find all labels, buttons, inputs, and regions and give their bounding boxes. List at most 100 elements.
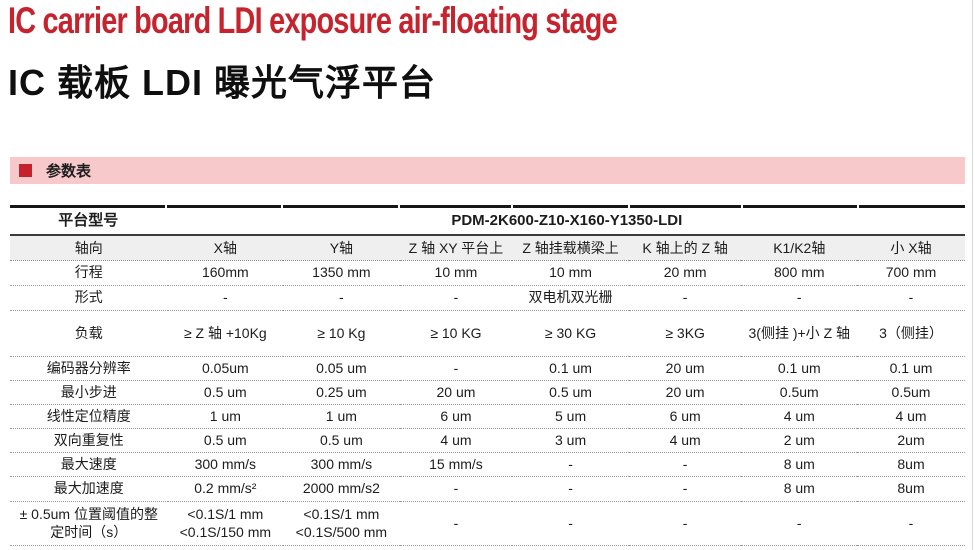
axis-header-cell: Z 轴 XY 平台上 [399,235,513,261]
table-row: 编码器分辨率 0.05um 0.05 um - 0.1 um 20 um 0.1… [10,356,965,381]
table-cell: 0.05 um [283,356,400,381]
table-cell: 3 um [512,428,629,453]
table-cell: 6 um [399,404,513,429]
axis-header-cell: K1/K2轴 [741,235,858,261]
table-cell: 0.5um [741,380,858,405]
border-segment [283,205,398,208]
table-cell: - [857,285,965,311]
table-cell: 0.25 um [283,380,400,405]
table-cell: 0.1 um [857,356,965,381]
table-row: 最大加速度 0.2 mm/s² 2000 mm/s2 - - - 8 um 8u… [10,476,965,502]
table-row: 线性定位精度 1 um 1 um 6 um 5 um 6 um 4 um 4 u… [10,404,965,429]
table-row: 最小步进 0.5 um 0.25 um 20 um 0.5 um 20 um 0… [10,380,965,405]
model-value: PDM-2K600-Z10-X160-Y1350-LDI [166,208,965,236]
table-cell: - [399,356,513,381]
table-cell: 0.1 um [741,356,858,381]
table-row: 负载 ≥ Z 轴 +10Kg ≥ 10 Kg ≥ 10 KG ≥ 30 KG ≥… [10,310,965,357]
spec-table-container: 平台型号 PDM-2K600-Z10-X160-Y1350-LDI 轴向 X轴 … [10,205,965,546]
table-cell: - [512,501,629,546]
table-cell: - [167,285,284,311]
table-cell: 8um [857,452,965,477]
table-cell: 2um [857,428,965,453]
red-square-bullet-icon [19,164,32,177]
table-cell: 4 um [857,404,965,429]
row-label: 最大速度 [10,452,168,477]
table-cell: 20 um [399,380,513,405]
table-cell: - [741,501,858,546]
row-label: ± 0.5um 位置阈值的整定时间（s） [10,501,168,546]
table-cell: 0.2 mm/s² [167,476,284,502]
axis-header-cell: X轴 [167,235,284,261]
table-cell: 20 um [628,380,742,405]
table-cell: ≥ Z 轴 +10Kg [167,310,284,357]
table-cell: 20 um [628,356,742,381]
table-cell: 0.5 um [512,380,629,405]
table-cell: - [399,501,513,546]
section-header-bar: 参数表 [10,157,965,184]
table-cell: 4 um [399,428,513,453]
table-row: 双向重复性 0.5 um 0.5 um 4 um 3 um 4 um 2 um … [10,428,965,453]
table-cell: - [741,285,858,311]
axis-header-cell: 小 X轴 [857,235,965,261]
table-cell: 20 mm [628,260,742,286]
table-cell: ≥ 3KG [628,310,742,357]
row-label: 最小步进 [10,380,168,405]
table-cell: 1 um [283,404,400,429]
table-cell: 2 um [741,428,858,453]
table-cell: 4 um [628,428,742,453]
page-edge-divider [972,0,973,550]
row-label: 线性定位精度 [10,404,168,429]
table-cell: 800 mm [741,260,858,286]
table-cell: 300 mm/s [167,452,284,477]
border-segment [629,205,741,208]
table-row: 行程 160mm 1350 mm 10 mm 10 mm 20 mm 800 m… [10,260,965,286]
table-cell: 10 mm [399,260,513,286]
table-cell: 0.1 um [512,356,629,381]
table-cell: 1350 mm [283,260,400,286]
axis-header-cell: Y轴 [283,235,400,261]
table-cell: 0.5um [857,380,965,405]
table-row: 形式 - - - 双电机双光栅 - - - [10,285,965,311]
table-cell: 4 um [741,404,858,429]
axis-header-cell: Z 轴挂载横梁上 [512,235,629,261]
table-cell: - [857,501,965,546]
table-row: 最大速度 300 mm/s 300 mm/s 15 mm/s - - 8 um … [10,452,965,477]
border-segment [10,205,166,208]
section-title: 参数表 [46,163,92,180]
table-cell: 8um [857,476,965,502]
row-label: 双向重复性 [10,428,168,453]
table-cell: - [628,501,742,546]
table-cell: 0.05um [167,356,284,381]
table-cell: 6 um [628,404,742,429]
table-top-border [10,205,965,208]
table-cell: ≥ 10 Kg [283,310,400,357]
border-segment [399,205,511,208]
border-segment [167,205,282,208]
table-cell: 700 mm [857,260,965,286]
table-cell: 0.5 um [167,380,284,405]
axis-header-cell: 轴向 [10,235,168,261]
page-title-chinese: IC 载板 LDI 曝光气浮平台 [8,62,436,103]
table-row: ± 0.5um 位置阈值的整定时间（s） <0.1S/1 mm <0.1S/15… [10,501,965,546]
border-segment [742,205,857,208]
axis-header-cell: K 轴上的 Z 轴 [628,235,742,261]
table-cell: - [628,452,742,477]
table-cell: <0.1S/1 mm <0.1S/150 mm [167,501,284,546]
table-cell: 3（侧挂） [857,310,965,357]
border-segment [512,205,628,208]
table-cell: 3(侧挂 )+小 Z 轴 [741,310,858,357]
row-label: 行程 [10,260,168,286]
table-cell: 15 mm/s [399,452,513,477]
table-cell: - [512,476,629,502]
border-segment [858,205,965,208]
spec-table: 平台型号 PDM-2K600-Z10-X160-Y1350-LDI 轴向 X轴 … [10,208,965,546]
table-cell: 5 um [512,404,629,429]
axis-header-row: 轴向 X轴 Y轴 Z 轴 XY 平台上 Z 轴挂载横梁上 K 轴上的 Z 轴 K… [10,235,965,261]
table-cell: - [399,476,513,502]
table-cell: 300 mm/s [283,452,400,477]
table-cell: 0.5 um [167,428,284,453]
table-cell: 0.5 um [283,428,400,453]
table-cell: ≥ 30 KG [512,310,629,357]
table-cell: 160mm [167,260,284,286]
